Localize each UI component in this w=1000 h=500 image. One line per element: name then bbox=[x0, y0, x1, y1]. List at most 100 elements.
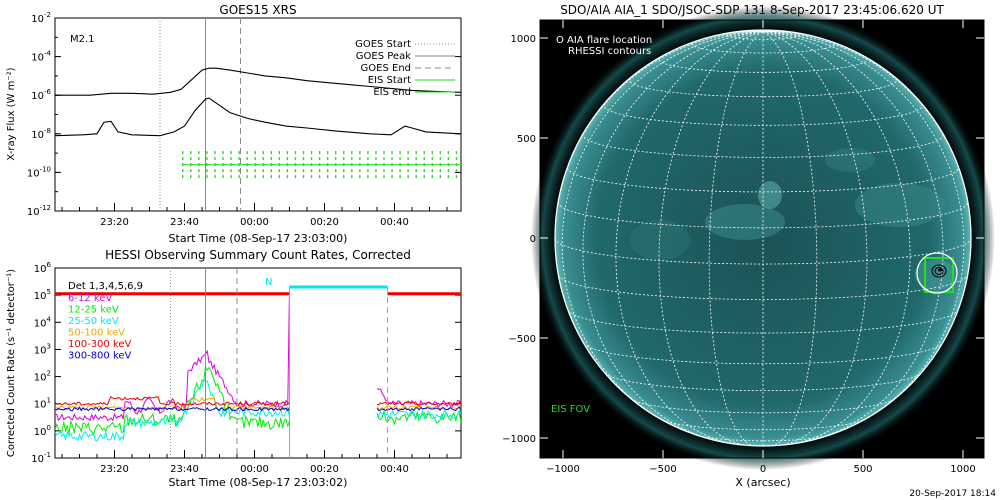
aia-latitude-line bbox=[605, 373, 921, 391]
hessi-x-tick-label: 00:20 bbox=[310, 464, 339, 475]
goes-y-tick-label: 10-6 bbox=[31, 88, 51, 102]
aia-y-tick-label: 1000 bbox=[511, 34, 536, 45]
aia-latitude-line bbox=[567, 309, 959, 334]
aia-longitude-line bbox=[658, 31, 764, 446]
hessi-legend-label: 50-100 keV bbox=[68, 328, 125, 339]
aia-latitude-line bbox=[557, 202, 969, 229]
hessi-y-tick-exp: 1 bbox=[47, 397, 51, 405]
eis-fov-box bbox=[924, 257, 954, 293]
hessi-y-tick-exp: -1 bbox=[44, 451, 51, 459]
hessi-channel-line bbox=[55, 395, 461, 407]
goes-xlabel: Start Time (08-Sep-17 23:03:00) bbox=[169, 232, 348, 245]
goes-title: GOES15 XRS bbox=[219, 3, 296, 17]
eis-fov-label: EIS FOV bbox=[551, 404, 590, 415]
hessi-y-tick-exp: 5 bbox=[47, 288, 51, 296]
aia-x-tick-label: 0 bbox=[760, 464, 766, 475]
aia-longitude-line bbox=[762, 31, 911, 445]
hessi-legend-label: 12-25 keV bbox=[68, 305, 119, 316]
goes-long-channel-line bbox=[55, 67, 461, 96]
aia-longitude-line bbox=[762, 31, 818, 446]
goes-x-tick-label: 00:00 bbox=[240, 217, 269, 228]
hessi-y-tick-label: 105 bbox=[34, 288, 51, 302]
goes-series bbox=[55, 67, 461, 137]
goes-legend-label: EIS end bbox=[373, 87, 411, 98]
hessi-x-tick-label: 23:20 bbox=[100, 464, 129, 475]
aia-longitude-line bbox=[762, 31, 965, 426]
aia-longitude-line bbox=[708, 31, 764, 446]
hessi-y-tick-exp: 2 bbox=[47, 370, 51, 378]
goes-short-channel-line bbox=[55, 97, 461, 137]
hessi-x-tick-label: 00:40 bbox=[380, 464, 409, 475]
hessi-channel-line bbox=[55, 378, 461, 442]
goes-ylabel: X-ray Flux (W m⁻²) bbox=[6, 67, 17, 160]
goes-x-tick-label: 23:20 bbox=[100, 217, 129, 228]
hessi-det-label: Det 1,3,4,5,6,9 bbox=[68, 281, 143, 292]
aia-y-tick-label: −1000 bbox=[502, 434, 536, 445]
goes-y-tick-exp: -4 bbox=[44, 50, 52, 58]
aia-longitude-line bbox=[762, 31, 868, 446]
goes-x-ticks: 23:20 23:40 00:00 00:20 00:40 bbox=[61, 203, 448, 228]
aia-longitude-line bbox=[762, 31, 944, 442]
aia-latitude-line bbox=[558, 274, 968, 300]
goes-y-tick-exp: -6 bbox=[44, 88, 52, 96]
hessi-y-tick-exp: 3 bbox=[47, 342, 51, 350]
goes-legend-label: GOES End bbox=[361, 63, 411, 74]
goes-markers bbox=[159, 18, 241, 211]
hessi-y-tick-exp: 4 bbox=[47, 315, 52, 323]
aia-legend: O AIA flare location RHESSI contours bbox=[556, 35, 652, 57]
goes-annotation: M2.1 bbox=[70, 34, 95, 45]
hessi-legend-label: 300-800 keV bbox=[68, 351, 132, 362]
hessi-series bbox=[55, 285, 461, 442]
hessi-y-tick-label: 104 bbox=[34, 315, 52, 329]
aia-flare-location-marker bbox=[916, 252, 958, 294]
aia-longitude-line bbox=[582, 31, 764, 442]
hessi-x-ticks: 23:20 23:40 00:00 00:20 00:40 bbox=[61, 450, 448, 475]
aia-frame bbox=[539, 19, 985, 459]
hessi-title: HESSI Observing Summary Count Rates, Cor… bbox=[105, 248, 411, 262]
goes-y-tick-exp: -8 bbox=[44, 127, 51, 135]
hessi-y-tick-exp: 0 bbox=[47, 424, 51, 432]
goes-x-tick-label: 23:40 bbox=[170, 217, 199, 228]
hessi-y-tick-label: 100 bbox=[34, 424, 51, 438]
aia-legend-flare: O AIA flare location bbox=[556, 35, 652, 46]
hessi-legend-label: 100-300 keV bbox=[68, 339, 132, 350]
goes-y-tick-label: 10-4 bbox=[31, 50, 51, 64]
goes-y-tick-label: 10-12 bbox=[27, 204, 51, 218]
goes-y-tick-label: 10-2 bbox=[31, 11, 51, 25]
hessi-ylabel: Corrected Count Rate (s⁻¹ detector⁻¹) bbox=[6, 269, 17, 457]
goes-x-tick-label: 00:40 bbox=[380, 217, 409, 228]
goes-legend-label: EIS Start bbox=[368, 75, 411, 86]
aia-y-tick-label: 0 bbox=[530, 234, 536, 245]
goes-legend-label: GOES Peak bbox=[356, 51, 411, 62]
aia-x-tick-label: −500 bbox=[649, 464, 676, 475]
hessi-x-tick-label: 23:40 bbox=[170, 464, 199, 475]
hessi-panel: HESSI Observing Summary Count Rates, Cor… bbox=[6, 248, 462, 489]
aia-xlabel: X (arcsec) bbox=[735, 476, 790, 489]
aia-legend-rhessi: RHESSI contours bbox=[568, 46, 651, 57]
goes-legend-label: GOES Start bbox=[355, 39, 411, 50]
hessi-night-label: N bbox=[265, 277, 272, 288]
aia-heliographic-grid bbox=[555, 30, 971, 446]
aia-panel: SDO/AIA AIA_1 SDO/JSOC-SDP 131 8-Sep-201… bbox=[502, 3, 996, 499]
hessi-y-tick-exp: 6 bbox=[47, 261, 52, 269]
hessi-y-tick-label: 101 bbox=[34, 397, 51, 411]
goes-panel: GOES15 XRS 10-12 10-10 10-8 10-6 10-4 10-2 23… bbox=[6, 3, 462, 245]
goes-y-tick-exp: -2 bbox=[44, 11, 51, 19]
hessi-channel-line bbox=[55, 406, 461, 412]
hessi-y-tick-label: 106 bbox=[34, 261, 52, 275]
hessi-y-tick-label: 103 bbox=[34, 342, 51, 356]
hessi-x-tick-label: 00:00 bbox=[240, 464, 269, 475]
hessi-legend-label: 25-50 keV bbox=[68, 316, 119, 327]
aia-y-tick-label: 500 bbox=[517, 134, 536, 145]
aia-x-tick-label: 500 bbox=[853, 464, 872, 475]
goes-eis-bars bbox=[182, 151, 461, 179]
aia-disk-features bbox=[630, 148, 955, 291]
hessi-frame bbox=[54, 267, 462, 459]
aia-limb bbox=[554, 29, 972, 447]
hessi-xlabel: Start Time (08-Sep-17 23:03:02) bbox=[169, 476, 348, 489]
aia-longitude-line bbox=[615, 31, 764, 445]
hessi-y-tick-label: 10-1 bbox=[31, 451, 51, 465]
aia-x-tick-label: −1000 bbox=[546, 464, 580, 475]
